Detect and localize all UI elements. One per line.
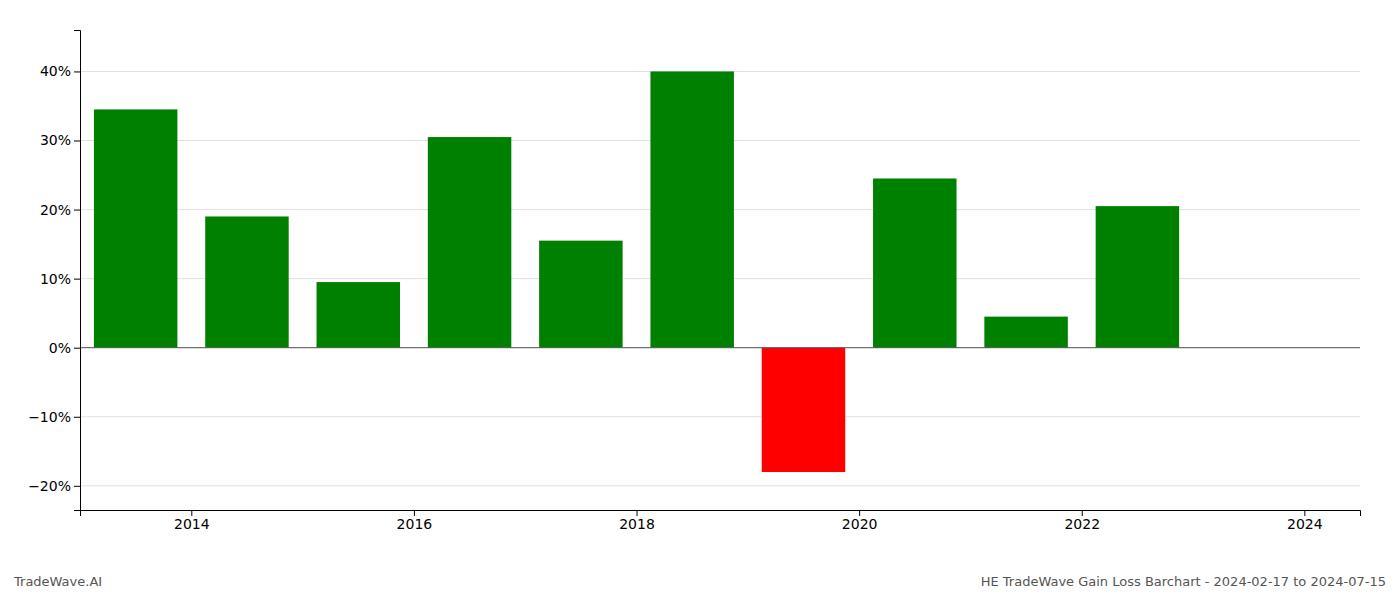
x-axis-line: [81, 511, 1361, 517]
tick-mark: [74, 141, 80, 142]
grid-line: [80, 347, 1360, 348]
bar: [317, 282, 400, 348]
bar: [762, 348, 845, 472]
tick: 40%: [40, 63, 80, 79]
bar: [539, 241, 622, 348]
tick-label: 2018: [619, 516, 655, 532]
tick-label: 2022: [1064, 516, 1100, 532]
tick-mark: [74, 71, 80, 72]
tick: 2024: [1287, 510, 1323, 532]
bars: [94, 71, 1179, 472]
tick-label: −10%: [28, 409, 71, 425]
tick: 2022: [1064, 510, 1100, 532]
tick-label: 2024: [1287, 516, 1323, 532]
tick-mark: [74, 279, 80, 280]
tick: 0%: [49, 340, 80, 356]
tick-label: 2020: [842, 516, 878, 532]
tick: −10%: [28, 409, 80, 425]
tick: 2018: [619, 510, 655, 532]
bar: [1096, 206, 1179, 348]
bar: [873, 178, 956, 347]
grid: [80, 71, 1360, 485]
footer: HE TradeWave Gain Loss Barchart - 2024-0…: [981, 574, 1386, 589]
tick: 10%: [40, 271, 80, 287]
tick-label: 30%: [40, 132, 71, 148]
tick: 2014: [174, 510, 210, 532]
grid-line: [80, 416, 1360, 417]
chart: 2014 2016 2018 2020 2022 2024 −20% −10% 0% 10% 20%…: [0, 0, 1400, 600]
tick-label: 2014: [174, 516, 210, 532]
bar: [650, 71, 733, 347]
tick: 2020: [842, 510, 878, 532]
tick-label: 10%: [40, 271, 71, 287]
bar: [984, 317, 1067, 348]
y-axis-line: [74, 31, 81, 511]
tick: −20%: [28, 478, 80, 494]
tick-mark: [74, 417, 80, 418]
tick-mark: [74, 210, 80, 211]
grid-line: [80, 485, 1360, 486]
tick-mark: [74, 486, 80, 487]
plot: 2014 2016 2018 2020 2022 2024 −20% −10% 0% 10% 20%…: [28, 31, 1360, 532]
tick: 20%: [40, 202, 80, 218]
tick-mark: [74, 348, 80, 349]
bar: [205, 216, 288, 347]
tick-label: 20%: [40, 202, 71, 218]
tick-label: −20%: [28, 478, 71, 494]
tick-label: 2016: [397, 516, 433, 532]
footer: TradeWave.AI: [13, 574, 102, 589]
bar: [428, 137, 511, 348]
bar: [94, 109, 177, 347]
tick-label: 0%: [49, 340, 71, 356]
y-axis: −20% −10% 0% 10% 20% 30% 40%: [28, 31, 80, 511]
zero-line: [80, 347, 1360, 348]
tick-label: 40%: [40, 63, 71, 79]
tick: 30%: [40, 132, 80, 148]
x-axis: 2014 2016 2018 2020 2022 2024: [81, 510, 1361, 532]
tick: 2016: [397, 510, 433, 532]
